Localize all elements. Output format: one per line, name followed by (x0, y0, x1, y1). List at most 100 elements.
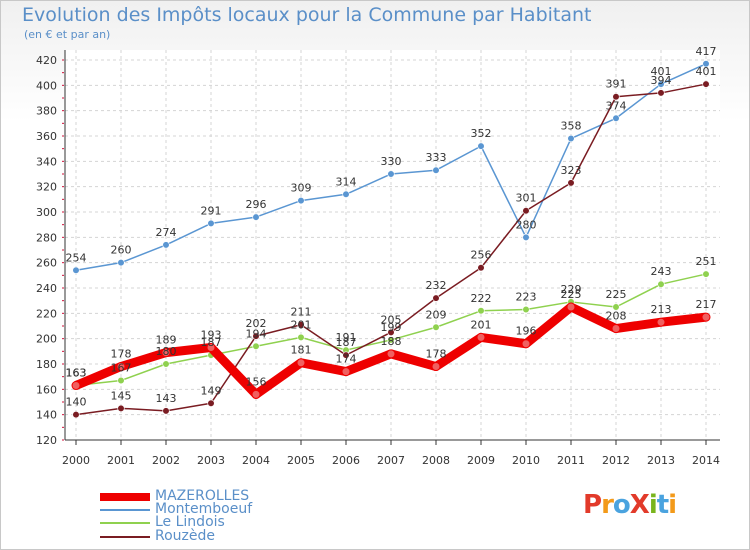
data-point (476, 332, 486, 342)
logo-letter: i (668, 490, 677, 520)
data-point (701, 312, 711, 322)
data-label: 251 (696, 255, 717, 268)
y-tick-label: 240 (36, 282, 57, 295)
logo-letter: i (648, 490, 658, 520)
data-point (522, 305, 530, 314)
data-point (477, 264, 485, 272)
data-point (657, 280, 665, 288)
legend-swatch (100, 522, 150, 524)
data-point (657, 80, 665, 88)
data-label: 143 (156, 392, 177, 405)
data-point (432, 323, 440, 331)
data-label: 296 (246, 198, 267, 211)
data-label: 193 (201, 329, 222, 342)
data-label: 223 (516, 291, 537, 304)
data-label: 167 (111, 361, 132, 374)
y-tick-label: 320 (36, 181, 57, 194)
x-tick-label: 2004 (242, 454, 270, 467)
y-minor-tick (62, 262, 64, 264)
y-minor-tick (62, 198, 64, 200)
y-minor-tick (62, 173, 64, 175)
data-label: 417 (696, 45, 717, 58)
data-point (297, 321, 305, 329)
data-label: 189 (156, 334, 177, 347)
y-minor-tick (62, 414, 64, 416)
data-point (657, 89, 665, 97)
data-point (702, 80, 710, 88)
data-point (567, 134, 575, 143)
data-label: 330 (381, 155, 402, 168)
data-point (702, 270, 710, 278)
data-point (656, 317, 666, 327)
data-point (72, 411, 80, 419)
data-label: 174 (336, 353, 357, 366)
y-minor-tick (62, 122, 64, 124)
data-label: 401 (696, 65, 717, 78)
x-tick-label: 2000 (62, 454, 90, 467)
y-tick-label: 340 (36, 155, 57, 168)
data-label: 333 (426, 151, 447, 164)
logo-letter: X (629, 490, 650, 520)
data-point (342, 351, 350, 359)
y-minor-tick (62, 312, 64, 314)
data-point (612, 93, 620, 101)
data-label: 178 (111, 348, 132, 361)
data-point (612, 114, 620, 122)
legend-label: Rouzède (155, 528, 215, 544)
data-point (117, 259, 125, 267)
data-label: 208 (606, 310, 627, 323)
y-tick-label: 180 (36, 358, 57, 371)
data-point (611, 324, 621, 334)
data-point (477, 142, 485, 150)
data-point (432, 294, 440, 302)
y-minor-tick (62, 148, 64, 150)
x-tick-label: 2013 (647, 454, 675, 467)
data-point (161, 348, 171, 358)
data-point (431, 362, 441, 372)
data-label: 358 (561, 120, 582, 133)
data-label: 199 (381, 321, 402, 334)
data-label: 243 (651, 265, 672, 278)
x-tick-label: 2003 (197, 454, 225, 467)
y-minor-tick (62, 287, 64, 289)
data-label: 196 (516, 325, 537, 338)
y-minor-tick (62, 325, 64, 327)
data-point (252, 213, 260, 221)
x-tick-label: 2008 (422, 454, 450, 467)
data-label: 401 (651, 65, 672, 78)
data-point (251, 389, 261, 399)
data-label: 181 (291, 344, 312, 357)
x-tick-label: 2007 (377, 454, 405, 467)
data-point (116, 362, 126, 372)
y-tick-label: 260 (36, 257, 57, 270)
data-label: 145 (111, 389, 132, 402)
y-tick-label: 300 (36, 206, 57, 219)
data-label: 194 (246, 327, 267, 340)
y-minor-tick (62, 249, 64, 251)
data-label: 229 (561, 283, 582, 296)
x-tick-label: 2012 (602, 454, 630, 467)
y-tick-label: 380 (36, 105, 57, 118)
data-point (71, 381, 81, 391)
data-point (386, 349, 396, 359)
data-label: 211 (291, 306, 312, 319)
data-point (207, 219, 215, 227)
data-label: 309 (291, 182, 312, 195)
data-point (162, 407, 170, 415)
plot-area (65, 50, 720, 440)
y-minor-tick (62, 110, 64, 112)
y-minor-tick (62, 59, 64, 61)
data-label: 191 (336, 331, 357, 344)
data-point (72, 266, 80, 274)
y-minor-tick (62, 338, 64, 340)
data-label: 217 (696, 298, 717, 311)
chart-subtitle: (en € et par an) (24, 28, 111, 41)
data-point (567, 179, 575, 187)
data-label: 274 (156, 226, 177, 239)
data-label: 178 (426, 348, 447, 361)
data-label: 163 (66, 367, 87, 380)
data-point (387, 170, 395, 178)
proxiti-logo: ProXiti (583, 490, 677, 520)
data-point (341, 367, 351, 377)
data-label: 280 (516, 218, 537, 231)
